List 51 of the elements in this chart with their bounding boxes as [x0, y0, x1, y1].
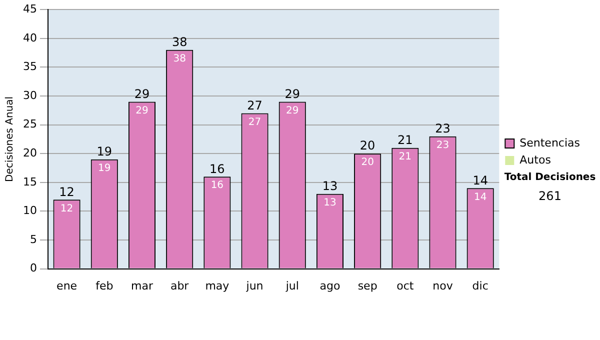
data-label: 19 [98, 162, 111, 174]
y-axis-title: Decisiones Anual [4, 96, 16, 182]
data-label: 20 [361, 157, 374, 168]
total-label: 16 [210, 162, 225, 176]
y-tick-label: 40 [22, 31, 37, 44]
total-label: 12 [59, 184, 74, 199]
x-tick-label: mar [130, 279, 154, 292]
y-tick-label: 35 [22, 60, 37, 74]
data-label: 29 [136, 105, 148, 116]
total-label: 14 [472, 173, 488, 188]
x-tick-label: abr [170, 279, 190, 292]
text: 261 [538, 189, 562, 203]
x-tick-label: dic [472, 279, 488, 292]
data-label: 13 [324, 198, 336, 209]
y-tick-label: 10 [22, 204, 37, 218]
data-label: 16 [210, 180, 224, 192]
total-label: 23 [435, 121, 450, 136]
legend-label: Sentencias [520, 136, 580, 150]
text: Total Decisiones [503, 172, 597, 183]
y-tick-label: 5 [30, 232, 37, 246]
y-tick-label: 45 [22, 2, 37, 16]
x-tick-label: jul [284, 279, 299, 292]
data-label: 23 [436, 140, 450, 151]
data-label: 27 [248, 116, 262, 128]
y-tick-label: 30 [22, 88, 37, 102]
y-tick-label: 25 [22, 118, 37, 131]
data-label: 12 [60, 203, 74, 214]
data-label: 29 [286, 105, 299, 116]
x-tick-label: ago [320, 279, 340, 292]
total-label: 13 [322, 179, 338, 194]
total-label: 19 [96, 144, 112, 158]
total-label: 27 [247, 98, 262, 112]
total-label: 29 [134, 86, 150, 101]
x-tick-label: ene [56, 279, 78, 292]
total-label: 21 [398, 132, 413, 147]
y-tick-label: 20 [22, 146, 37, 160]
x-tick-label: nov [432, 279, 454, 292]
data-label: 14 [474, 192, 487, 203]
x-tick-label: may [205, 279, 230, 292]
data-label: 38 [173, 54, 186, 65]
y-tick-label: 15 [22, 175, 37, 188]
total-label: 38 [172, 35, 188, 50]
x-tick-label: feb [96, 279, 114, 292]
y-tick-label: 0 [30, 262, 37, 275]
data-label: 21 [398, 151, 412, 162]
x-tick-label: sep [358, 279, 378, 292]
total-label: 29 [284, 86, 300, 101]
x-tick-label: oct [396, 279, 414, 292]
total-label: 20 [360, 138, 376, 153]
x-tick-label: jun [245, 279, 264, 292]
legend-label: Autos [520, 153, 552, 166]
